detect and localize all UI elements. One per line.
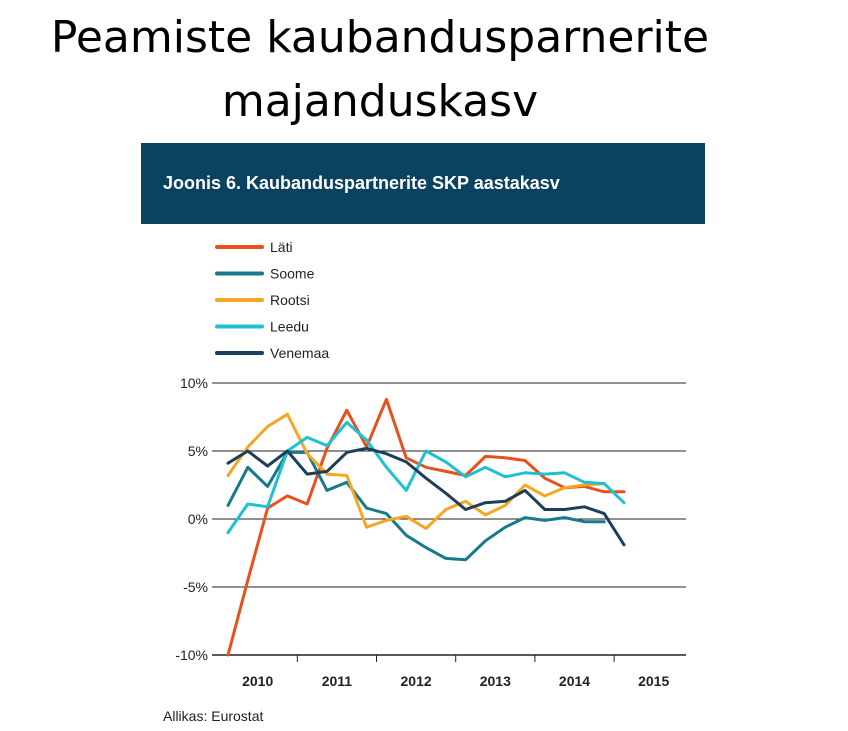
x-tick-label: 2015: [638, 673, 669, 689]
y-tick-label: 0%: [188, 511, 208, 527]
y-tick-label: 5%: [188, 443, 208, 459]
source-note: Allikas: Eurostat: [163, 708, 264, 724]
x-tick-label: 2011: [322, 673, 353, 689]
slide-title-line2: majanduskasv: [221, 76, 539, 127]
series-line-leedu: [226, 420, 626, 535]
legend-label: Soome: [270, 266, 315, 282]
x-tick-label: 2013: [480, 673, 511, 689]
y-tick-label: -10%: [175, 647, 208, 663]
legend-label: Rootsi: [270, 292, 310, 308]
x-tick-label: 2012: [401, 673, 432, 689]
x-tick-label: 2014: [559, 673, 590, 689]
y-tick-label: 10%: [180, 375, 208, 391]
legend-label: Venemaa: [270, 345, 329, 361]
y-tick-label: -5%: [183, 579, 208, 595]
legend-label: Läti: [270, 239, 293, 255]
series-line-soome: [226, 450, 606, 562]
series-line-läti: [226, 397, 626, 657]
series-line-venemaa: [226, 446, 626, 547]
x-tick-label: 2010: [242, 673, 273, 689]
slide-title: Peamiste kaubandusparnerite majanduskasv: [0, 6, 760, 134]
slide-title-line1: Peamiste kaubandusparnerite: [50, 12, 710, 63]
legend-label: Leedu: [270, 319, 309, 335]
series-line-rootsi: [226, 412, 606, 530]
chart-title-banner: Joonis 6. Kaubanduspartnerite SKP aastak…: [141, 143, 705, 224]
